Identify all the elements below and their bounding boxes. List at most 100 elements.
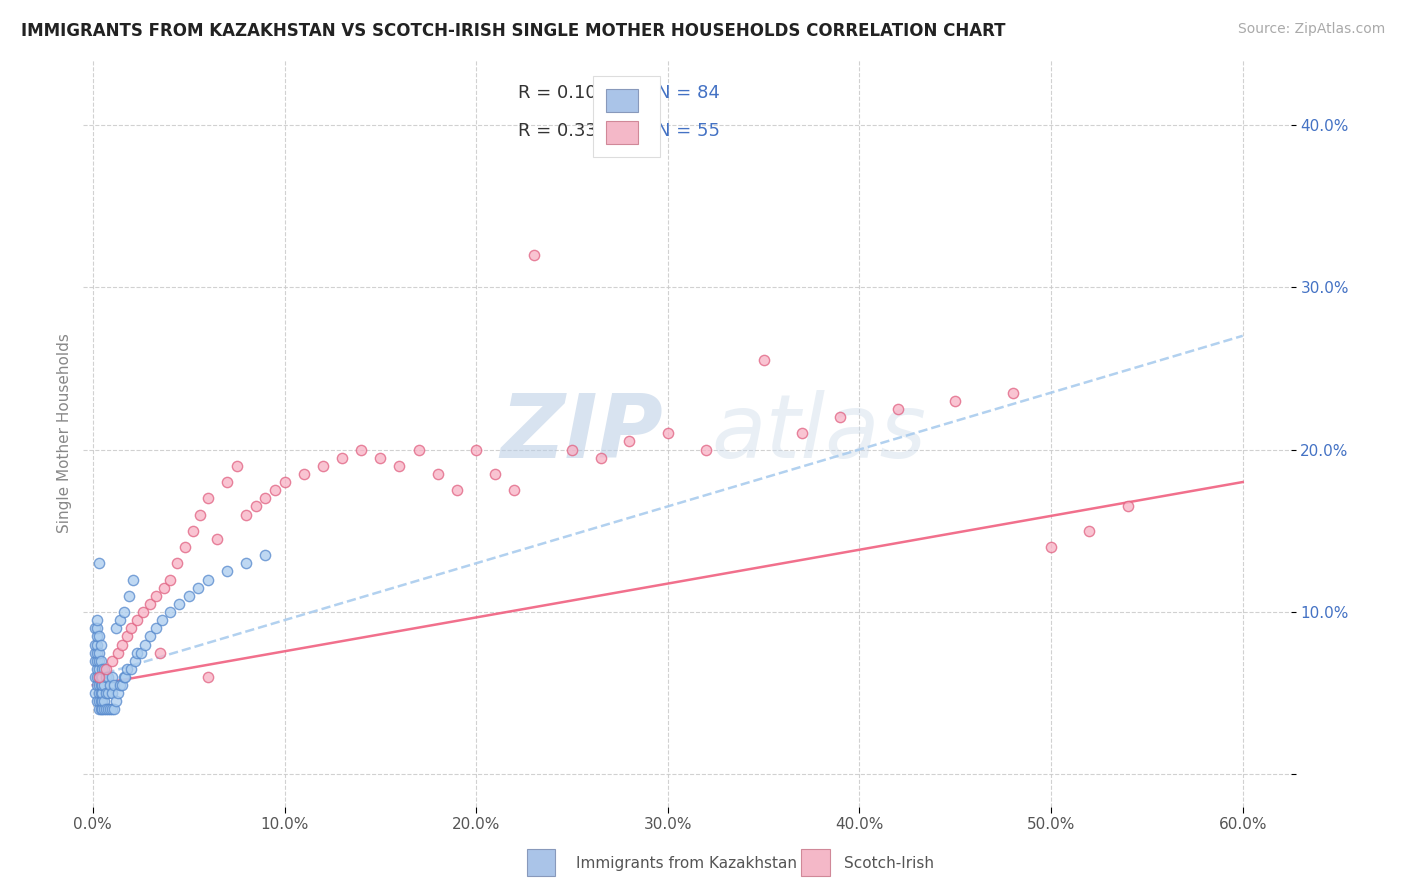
Point — [1116, 500, 1139, 514]
Point — [86, 638, 108, 652]
Point — [120, 621, 142, 635]
Point — [523, 247, 546, 261]
Point — [96, 686, 118, 700]
Point — [589, 450, 612, 465]
Point — [117, 662, 139, 676]
Point — [273, 475, 295, 489]
Point — [139, 597, 162, 611]
Point — [197, 573, 219, 587]
Text: Immigrants from Kazakhstan: Immigrants from Kazakhstan — [576, 856, 797, 871]
Legend: , : , — [593, 76, 659, 157]
Point — [235, 556, 257, 570]
Text: R = 0.102: R = 0.102 — [517, 84, 607, 103]
Point — [177, 589, 200, 603]
Point — [145, 621, 167, 635]
Point — [91, 678, 114, 692]
Point — [91, 702, 114, 716]
Point — [125, 613, 148, 627]
Point — [446, 483, 468, 498]
Point — [86, 670, 108, 684]
Point — [93, 678, 115, 692]
Point — [657, 426, 679, 441]
Point — [103, 702, 125, 716]
Point — [101, 702, 124, 716]
Point — [87, 629, 110, 643]
Point — [112, 605, 135, 619]
Point — [86, 621, 108, 635]
Point — [87, 556, 110, 570]
Point — [93, 662, 115, 676]
Point — [388, 458, 411, 473]
Point — [120, 662, 142, 676]
Point — [117, 629, 139, 643]
Point — [235, 508, 257, 522]
Point — [90, 686, 112, 700]
Point — [752, 353, 775, 368]
Point — [91, 694, 114, 708]
Point — [124, 654, 146, 668]
Point — [110, 678, 132, 692]
Point — [695, 442, 717, 457]
Point — [215, 565, 238, 579]
Point — [96, 702, 118, 716]
Point — [104, 694, 127, 708]
Point — [83, 686, 105, 700]
Point — [129, 646, 152, 660]
Point — [86, 694, 108, 708]
Point — [110, 638, 132, 652]
Point — [93, 702, 115, 716]
Text: Source: ZipAtlas.com: Source: ZipAtlas.com — [1237, 22, 1385, 37]
Point — [1001, 385, 1024, 400]
Text: IMMIGRANTS FROM KAZAKHSTAN VS SCOTCH-IRISH SINGLE MOTHER HOUSEHOLDS CORRELATION : IMMIGRANTS FROM KAZAKHSTAN VS SCOTCH-IRI… — [21, 22, 1005, 40]
Point — [197, 491, 219, 506]
Text: atlas: atlas — [711, 391, 927, 476]
Point — [98, 702, 121, 716]
Point — [150, 613, 173, 627]
Point — [134, 638, 156, 652]
Point — [86, 678, 108, 692]
Point — [254, 491, 277, 506]
Point — [98, 678, 121, 692]
Point — [108, 678, 131, 692]
Point — [264, 483, 287, 498]
Point — [312, 458, 335, 473]
Point — [1040, 540, 1063, 554]
Point — [350, 442, 373, 457]
Point — [90, 670, 112, 684]
Point — [96, 662, 118, 676]
Point — [254, 548, 277, 562]
Point — [1078, 524, 1101, 538]
Text: ZIP: ZIP — [501, 390, 662, 477]
Point — [107, 686, 129, 700]
Point — [87, 646, 110, 660]
Point — [90, 638, 112, 652]
Point — [83, 670, 105, 684]
Point — [103, 678, 125, 692]
Point — [93, 694, 115, 708]
Point — [87, 694, 110, 708]
Point — [90, 694, 112, 708]
Text: Scotch-Irish: Scotch-Irish — [844, 856, 934, 871]
Point — [159, 573, 181, 587]
Point — [167, 597, 190, 611]
Point — [207, 532, 229, 546]
Point — [96, 670, 118, 684]
Point — [97, 670, 120, 684]
Point — [159, 605, 181, 619]
Point — [87, 670, 110, 684]
Point — [90, 678, 112, 692]
Point — [330, 450, 353, 465]
Point — [188, 508, 211, 522]
Point — [152, 581, 174, 595]
Text: R = 0.331: R = 0.331 — [517, 121, 609, 140]
Point — [83, 646, 105, 660]
Point — [86, 629, 108, 643]
Point — [87, 702, 110, 716]
Point — [887, 401, 910, 416]
Point — [187, 581, 209, 595]
Point — [87, 686, 110, 700]
Point — [173, 540, 195, 554]
Point — [101, 686, 124, 700]
Point — [166, 556, 188, 570]
Text: N = 55: N = 55 — [657, 121, 720, 140]
